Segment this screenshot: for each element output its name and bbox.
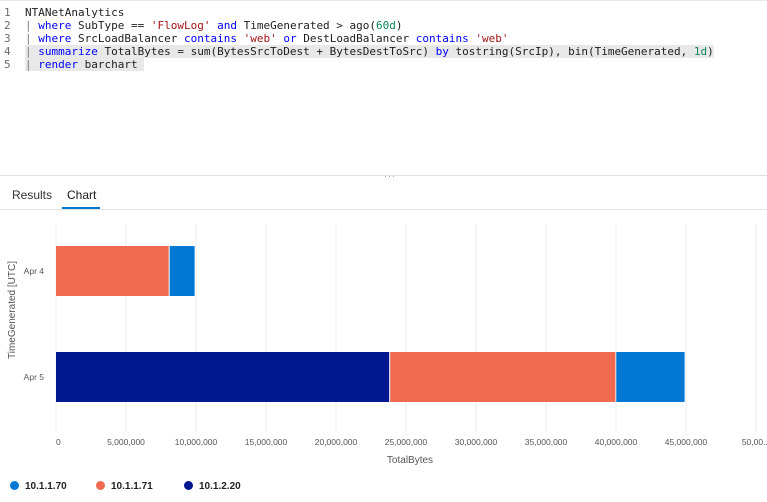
bar-chart: 0 5,000,000 10,000,000 15,000,000 20,000,000… [7,224,767,466]
code-token: SrcLoadBalancer [71,32,184,45]
bar-segment-10-1-2-20-apr-5[interactable] [56,352,390,402]
bar-segment-10-1-1-71-apr-4[interactable] [56,246,169,296]
code-token: contains [183,32,237,45]
code-text: | where SubType == 'FlowLog' and TimeGen… [25,19,403,32]
x-tick-label: 50,00... [742,437,767,447]
code-token: | [25,32,39,45]
code-text: | render barchart [25,58,145,71]
code-token: contains [415,32,469,45]
code-token: NTANetAnalytics [25,6,125,19]
pane-splitter[interactable] [0,175,767,176]
legend-item[interactable]: 10.1.1.70 [10,481,67,492]
code-token: | [25,58,39,71]
active-tab-indicator [62,207,100,209]
legend-item[interactable]: 10.1.2.20 [184,481,241,492]
code-token: where [38,32,72,45]
code-text: | where SrcLoadBalancer contains 'web' o… [25,32,509,45]
x-tick-label: 20,000,000 [315,437,358,447]
legend-swatch [10,481,19,490]
code-token: 'web' [475,32,509,45]
code-token: by [435,45,449,58]
code-token: 1d [693,45,708,58]
legend-item[interactable]: 10.1.1.71 [96,481,153,492]
code-text: NTANetAnalytics [25,6,124,19]
x-tick-label: 25,000,000 [385,437,428,447]
x-tick-label: 40,000,000 [595,437,638,447]
code-token: DestLoadBalancer [296,32,416,45]
code-line[interactable]: 5 | render barchart [0,58,767,71]
code-text: | summarize TotalBytes = sum(BytesSrcToD… [25,45,714,58]
code-token: and [217,19,237,32]
bar-segment-10-1-1-70-apr-5[interactable] [616,352,685,402]
code-token: TotalBytes = sum(BytesSrcToDest + BytesD… [97,45,436,58]
code-token [237,32,244,45]
query-editor[interactable]: 1 NTANetAnalytics 2 | where SubType == 'Flo… [0,0,767,170]
legend-label: 10.1.1.71 [111,481,153,492]
results-tabs: Results Chart [0,185,767,209]
code-token: SubType == [71,19,151,32]
x-tick-label: 10,000,000 [175,437,218,447]
legend-label: 10.1.2.20 [199,481,241,492]
legend-swatch [96,481,105,490]
line-number: 3 [4,32,11,45]
x-tick-label: 15,000,000 [245,437,288,447]
code-token: where [38,19,72,32]
editor-top-border [0,0,767,1]
code-token: | [25,45,39,58]
tab-chart[interactable]: Chart [67,188,97,202]
code-line[interactable]: 3 | where SrcLoadBalancer contains 'web' … [0,32,767,45]
code-token: | [25,19,39,32]
x-tick-label: 30,000,000 [455,437,498,447]
code-token: render [38,58,78,71]
legend-swatch [184,481,193,490]
code-token: barchart [78,58,145,71]
line-number: 5 [4,58,11,71]
code-line[interactable]: 1 NTANetAnalytics [0,6,767,19]
bar-segment-10-1-1-71-apr-5[interactable] [390,352,616,402]
x-axis-label: TotalBytes [387,455,433,466]
line-number: 1 [4,6,11,19]
line-number: 2 [4,19,11,32]
code-token: or [283,32,297,45]
code-token: 60d [376,19,396,32]
code-token: ) [395,19,403,32]
y-axis-label: TimeGenerated [UTC] [7,261,18,359]
pane-resize-handle[interactable]: ··· [384,171,396,181]
legend-label: 10.1.1.70 [25,481,67,492]
x-tick-label: 45,000,000 [665,437,708,447]
y-tick-label: Apr 4 [24,266,45,276]
x-tick-label: 35,000,000 [525,437,568,447]
code-line[interactable]: 2 | where SubType == 'FlowLog' and TimeGe… [0,19,767,32]
code-token: 'web' [243,32,277,45]
code-token: 'FlowLog' [150,19,211,32]
y-tick-label: Apr 5 [24,372,45,382]
code-token: TimeGenerated > ago( [236,19,377,32]
code-token: ) [707,45,714,58]
line-number: 4 [4,45,11,58]
code-line[interactable]: 4 | summarize TotalBytes = sum(BytesSrcTo… [0,45,767,58]
bar-segment-10-1-1-70-apr-4[interactable] [169,246,195,296]
tabs-divider [0,209,767,210]
tab-results[interactable]: Results [12,188,53,202]
x-tick-label: 0 [56,437,61,447]
code-token: tostring(SrcIp), bin(TimeGenerated, [448,45,694,58]
x-tick-label: 5,000,000 [107,437,145,447]
code-token: summarize [38,45,98,58]
